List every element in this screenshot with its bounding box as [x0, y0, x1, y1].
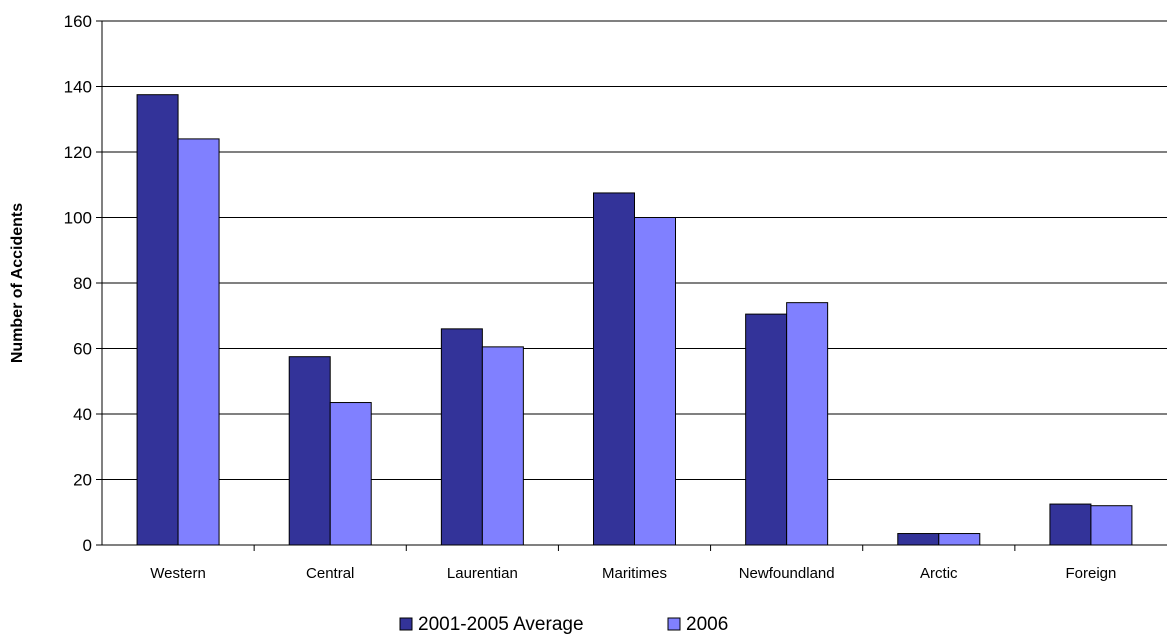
y-tick-label: 140 [64, 78, 92, 97]
bar-2006 [938, 533, 981, 546]
bar-average [593, 192, 635, 546]
bar-2006 [481, 346, 524, 546]
x-category-label: Central [306, 565, 354, 582]
bar-average [440, 328, 483, 546]
bar-2006 [634, 217, 676, 546]
x-category-label: Newfoundland [739, 565, 835, 582]
bar-average [288, 356, 331, 546]
legend-swatch [667, 617, 681, 631]
legend-swatch [399, 617, 413, 631]
legend-label: 2001-2005 Average [418, 614, 584, 634]
x-category-label: Maritimes [602, 565, 667, 582]
y-tick-label: 60 [73, 340, 92, 359]
x-category-label: Western [150, 565, 206, 582]
bar-average [745, 313, 788, 546]
legend: 2001-2005 Average 2006 [399, 614, 728, 634]
bar-2006 [177, 138, 220, 546]
x-axis-categories: Western Central Laurentian Maritimes Newfoun… [150, 545, 1116, 582]
legend-label: 2006 [686, 614, 728, 634]
x-category-label: Foreign [1065, 565, 1116, 582]
bar-2006 [786, 302, 829, 546]
y-tick-label: 160 [64, 12, 92, 31]
bars [136, 94, 1133, 546]
y-axis-label: Number of Accidents [9, 203, 26, 363]
y-tick-label: 40 [73, 405, 92, 424]
y-tick-label: 0 [83, 536, 92, 555]
bar-average [136, 94, 179, 546]
bar-average [1049, 503, 1092, 546]
bar-2006 [329, 402, 372, 546]
bar-2006 [1090, 505, 1133, 546]
y-tick-label: 100 [64, 209, 92, 228]
y-tick-label: 20 [73, 471, 92, 490]
x-category-label: Arctic [920, 565, 958, 582]
axes [101, 21, 1167, 546]
bar-average [897, 533, 940, 546]
y-tick-label: 80 [73, 274, 92, 293]
y-axis-ticks: 0 20 40 60 80 100 120 140 160 [64, 12, 102, 555]
y-tick-label: 120 [64, 143, 92, 162]
x-category-label: Laurentian [447, 565, 518, 582]
